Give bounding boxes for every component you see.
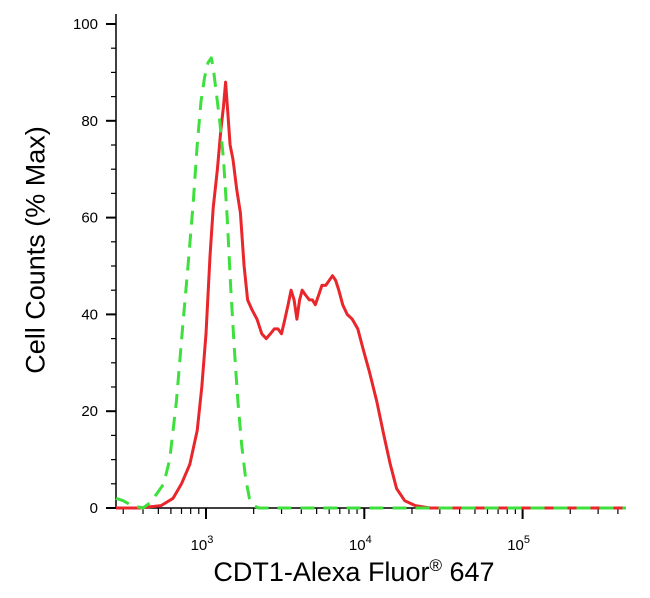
x-tick-label: 103 (191, 534, 214, 554)
y-tick-label: 20 (81, 403, 98, 420)
y-tick-label: 0 (90, 500, 98, 517)
y-tick-label: 80 (81, 113, 98, 130)
y-tick-label: 40 (81, 306, 98, 323)
series-line-solid (116, 80, 626, 510)
series-line-dashed (115, 56, 626, 510)
y-tick-label: 60 (81, 210, 98, 227)
x-axis-ticks: 103 104 105 (122, 508, 619, 554)
x-axis-label-main: CDT1-Alexa Fluor (213, 557, 430, 587)
x-axis-label-registered: ® (429, 556, 442, 575)
y-axis-label: Cell Counts (% Max) (20, 126, 51, 374)
y-axis-ticks: 0 20 40 60 80 100 (73, 16, 116, 517)
axes (115, 14, 626, 509)
x-tick-label: 104 (349, 534, 372, 554)
x-axis-label: CDT1-Alexa Fluor® 647 (0, 556, 650, 588)
x-tick-label: 105 (507, 534, 530, 554)
y-tick-label: 100 (73, 16, 98, 33)
series-lines (115, 56, 626, 510)
x-axis-label-suffix: 647 (449, 557, 495, 587)
